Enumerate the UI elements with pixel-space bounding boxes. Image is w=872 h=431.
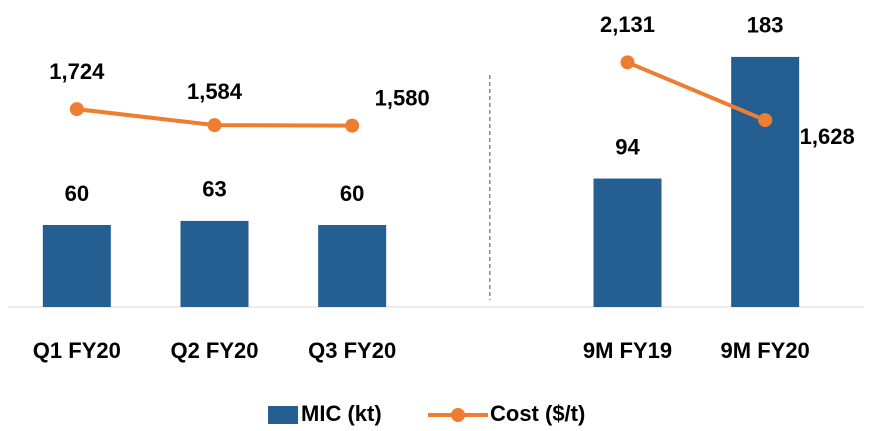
bar [180,220,249,307]
line-point [758,113,773,128]
data-label: 1,584 [187,79,243,104]
data-label: 60 [65,181,89,206]
legend-label: MIC (kt) [301,401,382,426]
data-label: 94 [615,134,640,159]
line-point [620,55,635,70]
bar [42,225,111,307]
legend-swatch [268,406,298,424]
x-tick-label: 9M FY20 [721,338,810,363]
data-label: 2,131 [600,12,655,37]
line-point [345,118,360,133]
data-label: 1,580 [375,85,430,110]
line [626,60,766,122]
data-label: 1,628 [800,124,855,149]
x-tick-label: Q3 FY20 [308,338,396,363]
data-label: 183 [747,13,784,38]
x-tick-label: Q1 FY20 [33,338,121,363]
x-tick-label: 9M FY19 [583,338,672,363]
legend-marker [451,408,465,422]
bar [731,56,800,308]
bar [593,178,662,307]
data-label: 60 [340,181,364,206]
data-label: 63 [202,177,226,202]
bar [318,225,387,307]
line-point [69,102,84,117]
legend-label: Cost ($/t) [490,401,585,426]
line-point [207,118,222,133]
data-label: 1,724 [49,59,105,84]
x-tick-label: Q2 FY20 [170,338,258,363]
